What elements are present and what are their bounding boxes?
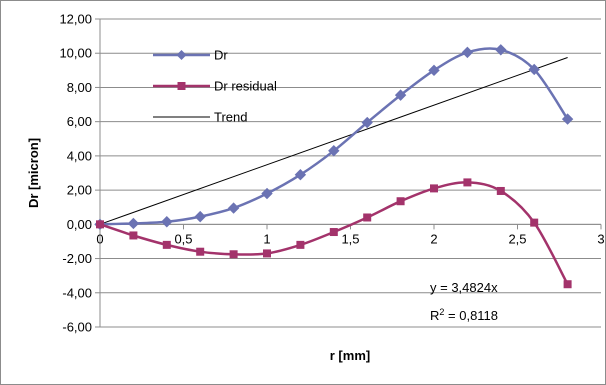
data-point-diamond — [495, 44, 507, 56]
x-tick-label: 0,5 — [174, 231, 192, 246]
legend-item-dr-residual: Dr residual — [153, 79, 277, 94]
series-layer — [94, 44, 574, 289]
data-point-diamond — [428, 64, 440, 77]
data-point-square — [96, 220, 104, 229]
x-tick-label: 1,5 — [341, 231, 359, 246]
y-tick-label: 6,00 — [67, 114, 92, 129]
data-point-square — [363, 213, 372, 222]
equation-label: y = 3,4824x — [430, 280, 498, 295]
r-squared-prefix: R — [430, 308, 439, 323]
y-tick-label: 4,00 — [67, 148, 92, 163]
trendline-equation: y = 3,4824x R2 = 0,8118 — [430, 280, 498, 323]
legend-marker — [176, 50, 187, 60]
y-tick-label: 10,00 — [59, 46, 92, 61]
y-tick-label: 8,00 — [67, 80, 92, 95]
y-tick-label: 0,00 — [67, 217, 92, 232]
x-tick-label: 0 — [96, 231, 103, 246]
data-point-square — [563, 280, 572, 289]
data-point-diamond — [461, 46, 474, 59]
x-tick-label: 2,5 — [508, 231, 526, 246]
r-squared-label: R2 = 0,8118 — [430, 307, 498, 323]
y-tick-label: -6,00 — [62, 320, 92, 335]
x-axis: 0 0,5 1 1,5 2 2,5 3 — [96, 223, 605, 246]
x-tick-label: 1 — [263, 231, 270, 246]
data-point-square — [530, 218, 539, 227]
data-point-diamond — [528, 63, 540, 76]
x-tick-label: 3 — [597, 231, 604, 246]
data-point-diamond — [361, 116, 373, 129]
y-axis-title: Dr [micron] — [26, 138, 41, 208]
data-point-diamond — [394, 89, 407, 101]
y-tick-label: -4,00 — [62, 285, 92, 300]
data-point-square — [396, 197, 405, 206]
x-tick-label: 2 — [430, 231, 437, 246]
data-point-diamond — [127, 217, 140, 230]
data-point-square — [162, 240, 171, 249]
series-line — [99, 47, 569, 226]
legend: Dr Dr residual Trend — [153, 48, 277, 125]
data-point-square — [196, 247, 205, 256]
data-point-diamond — [194, 210, 206, 223]
legend-label: Dr — [214, 48, 228, 63]
series-trend — [99, 57, 568, 225]
gridlines — [100, 18, 601, 328]
data-point-square — [430, 184, 438, 193]
r-squared-value: = 0,8118 — [444, 308, 498, 323]
data-point-diamond — [227, 202, 240, 214]
data-point-diamond — [261, 187, 273, 200]
y-axis: 12,00 10,00 8,00 6,00 4,00 2,00 0,00 -2,00 -4,00… — [59, 12, 101, 335]
data-point-square — [463, 178, 472, 187]
legend-label: Dr residual — [214, 79, 277, 94]
x-axis-title: r [mm] — [330, 348, 370, 363]
data-point-square — [329, 228, 338, 237]
data-point-square — [496, 186, 505, 195]
data-point-square — [229, 250, 238, 259]
y-tick-label: 12,00 — [59, 12, 92, 27]
legend-label: Trend — [214, 110, 247, 125]
series-dr-residual — [96, 178, 572, 289]
data-point-square — [296, 240, 305, 249]
legend-item-dr: Dr — [153, 48, 228, 63]
data-point-square — [263, 249, 271, 258]
r-squared-superscript: 2 — [439, 307, 444, 317]
data-point-diamond — [328, 145, 340, 157]
legend-item-trend: Trend — [153, 110, 247, 125]
y-tick-label: 2,00 — [67, 183, 92, 198]
data-point-diamond — [294, 169, 307, 181]
data-point-diamond — [561, 113, 574, 125]
y-tick-label: -2,00 — [62, 251, 92, 266]
data-point-diamond — [161, 216, 173, 228]
data-point-square — [129, 231, 138, 240]
series-dr — [94, 44, 574, 231]
legend-marker — [177, 82, 186, 90]
series-line — [99, 57, 568, 225]
